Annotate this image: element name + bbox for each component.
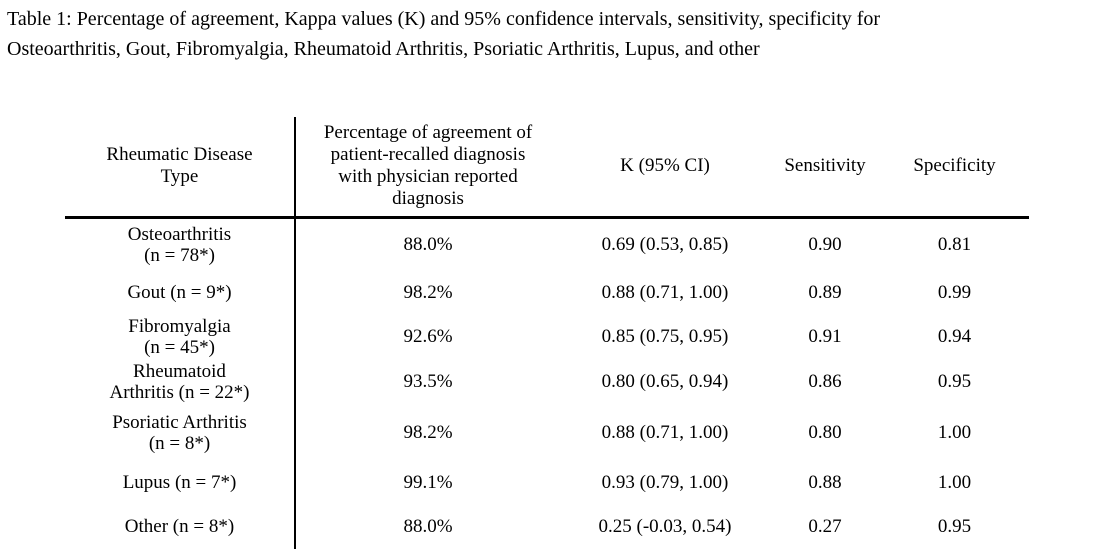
cell-agreement: 98.2% bbox=[294, 404, 560, 461]
column-header-percentage-agreement: Percentage of agreement of patient-recal… bbox=[294, 117, 560, 219]
cell-disease: Lupus (n = 7*) bbox=[122, 471, 237, 493]
cell-agreement: 98.2% bbox=[294, 271, 560, 314]
cell-agreement: 99.1% bbox=[294, 461, 560, 503]
column-header-sensitivity: Sensitivity bbox=[770, 117, 880, 219]
cell-kappa-ci: 0.25 (-0.03, 0.54) bbox=[598, 515, 732, 537]
cell-sensitivity: 0.86 bbox=[808, 371, 842, 392]
cell-specificity: 0.94 bbox=[937, 326, 972, 347]
table-row-rheumatoid-arthritis: Rheumatoid Arthritis (n = 22*) 93.5% 0.8… bbox=[65, 359, 1029, 404]
cell-sensitivity: 0.80 bbox=[808, 422, 842, 443]
agreement-results-table: Rheumatic Disease Type Percentage of agr… bbox=[65, 117, 1029, 549]
cell-kappa-ci: 0.88 (0.71, 1.00) bbox=[601, 282, 729, 303]
table-row-gout: Gout (n = 9*) 98.2% 0.88 (0.71, 1.00) 0.… bbox=[65, 271, 1029, 314]
cell-kappa-ci: 0.85 (0.75, 0.95) bbox=[601, 326, 729, 347]
cell-agreement: 88.0% bbox=[294, 217, 560, 271]
cell-kappa-ci: 0.88 (0.71, 1.00) bbox=[601, 422, 729, 443]
cell-disease: Gout (n = 9*) bbox=[127, 282, 232, 303]
cell-disease: Osteoarthritis (n = 78*) bbox=[127, 223, 232, 266]
header-row: Rheumatic Disease Type Percentage of agr… bbox=[65, 117, 1029, 219]
cell-sensitivity: 0.27 bbox=[808, 515, 842, 537]
table-caption: Table 1: Percentage of agreement, Kappa … bbox=[7, 8, 881, 60]
cell-kappa-ci: 0.80 (0.65, 0.94) bbox=[601, 371, 729, 392]
cell-kappa-ci: 0.93 (0.79, 1.00) bbox=[601, 471, 729, 493]
cell-specificity: 0.95 bbox=[937, 371, 972, 392]
table-row-psoriatic-arthritis: Psoriatic Arthritis (n = 8*) 98.2% 0.88 … bbox=[65, 404, 1029, 461]
cell-sensitivity: 0.90 bbox=[808, 234, 842, 256]
cell-specificity: 0.95 bbox=[937, 515, 972, 537]
column-header-disease-type: Rheumatic Disease Type bbox=[65, 117, 295, 219]
cell-disease: Psoriatic Arthritis (n = 8*) bbox=[112, 411, 247, 454]
cell-agreement: 88.0% bbox=[294, 503, 560, 549]
table-body: Osteoarthritis (n = 78*) 88.0% 0.69 (0.5… bbox=[65, 217, 1029, 549]
cell-specificity: 0.81 bbox=[937, 234, 972, 256]
cell-disease: Other (n = 8*) bbox=[124, 515, 235, 537]
column-header-specificity: Specificity bbox=[880, 117, 1029, 219]
cell-specificity: 1.00 bbox=[937, 422, 972, 443]
cell-disease: Fibromyalgia (n = 45*) bbox=[128, 315, 231, 358]
table-row-osteoarthritis: Osteoarthritis (n = 78*) 88.0% 0.69 (0.5… bbox=[65, 217, 1029, 271]
cell-sensitivity: 0.91 bbox=[808, 326, 842, 347]
cell-agreement: 92.6% bbox=[294, 314, 560, 359]
table-row-other: Other (n = 8*) 88.0% 0.25 (-0.03, 0.54) … bbox=[65, 503, 1029, 549]
cell-sensitivity: 0.89 bbox=[808, 282, 842, 303]
cell-agreement: 93.5% bbox=[294, 359, 560, 404]
cell-specificity: 0.99 bbox=[937, 282, 972, 303]
cell-specificity: 1.00 bbox=[937, 471, 972, 493]
cell-kappa-ci: 0.69 (0.53, 0.85) bbox=[601, 234, 729, 256]
table-header: Rheumatic Disease Type Percentage of agr… bbox=[65, 117, 1029, 219]
column-header-kappa-ci: K (95% CI) bbox=[560, 117, 770, 219]
table-row-lupus: Lupus (n = 7*) 99.1% 0.93 (0.79, 1.00) 0… bbox=[65, 461, 1029, 503]
cell-sensitivity: 0.88 bbox=[808, 471, 842, 493]
cell-disease: Rheumatoid Arthritis (n = 22*) bbox=[109, 360, 250, 403]
table-row-fibromyalgia: Fibromyalgia (n = 45*) 92.6% 0.85 (0.75,… bbox=[65, 314, 1029, 359]
